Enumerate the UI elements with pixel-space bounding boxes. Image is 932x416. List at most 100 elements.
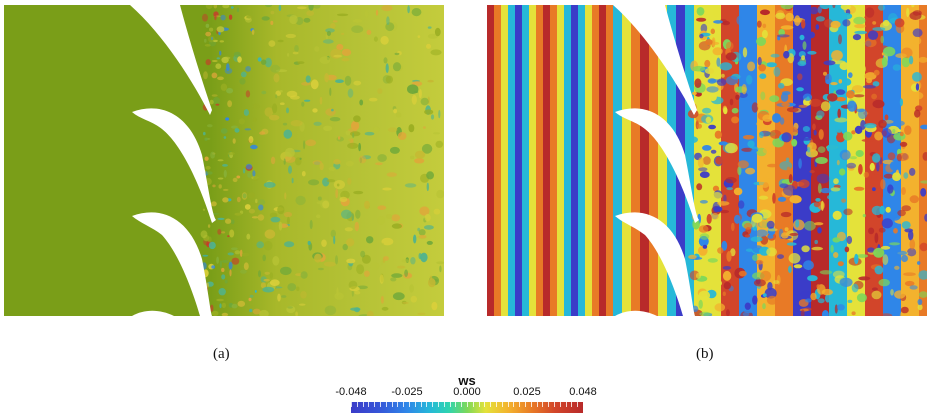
turbulence-blob — [330, 229, 336, 238]
turbulence-blob — [427, 33, 438, 39]
turbulence-blob — [375, 9, 379, 16]
turbulence-blob — [731, 222, 735, 232]
turbulence-blob — [909, 195, 919, 204]
turbulence-blob — [317, 196, 322, 201]
turbulence-blob — [426, 182, 429, 192]
colorbar-minor-tick — [432, 402, 434, 407]
turbulence-blob — [323, 125, 333, 131]
turbulence-blob — [766, 247, 777, 257]
turbulence-blob — [205, 165, 211, 170]
turbulence-blob — [738, 200, 745, 209]
colorbar-minor-tick — [484, 402, 486, 407]
turbulence-blob — [900, 306, 909, 314]
turbulence-blob — [888, 213, 901, 221]
turbulence-blob — [834, 117, 848, 123]
turbulence-blob — [262, 286, 275, 293]
turbulence-blob — [366, 310, 374, 316]
turbulence-blob — [799, 34, 805, 41]
turbulence-blob — [278, 221, 283, 231]
turbulence-blob — [815, 16, 825, 22]
turbulence-blob — [767, 163, 778, 168]
turbulence-blob — [291, 177, 294, 184]
turbulence-blob — [404, 269, 408, 277]
colorbar-minor-tick — [542, 402, 544, 407]
turbulence-blob — [265, 5, 273, 8]
turbulence-blob — [211, 72, 218, 79]
turbulence-blob — [696, 17, 707, 22]
turbulence-blob — [712, 7, 721, 18]
turbulence-blob — [755, 259, 764, 265]
turbulence-blob — [715, 156, 724, 165]
turbulence-blob — [232, 177, 238, 183]
turbulence-blob — [799, 308, 809, 312]
turbulence-blob — [697, 157, 704, 169]
turbulence-blob — [880, 313, 893, 316]
turbulence-blob — [838, 79, 843, 84]
turbulence-blob — [871, 93, 877, 100]
turbulence-blob — [220, 83, 228, 91]
turbulence-blob — [362, 155, 371, 160]
turbulence-blob — [889, 161, 900, 171]
turbulence-blob — [909, 167, 916, 176]
turbulence-blob — [887, 184, 894, 194]
turbulence-blob — [413, 234, 417, 244]
turbulence-blob — [901, 187, 906, 195]
wave-stripe — [631, 5, 641, 316]
turbulence-blob — [826, 143, 838, 153]
turbulence-blob — [319, 96, 323, 105]
turbulence-blob — [323, 261, 336, 267]
turbulence-blob — [836, 132, 846, 143]
turbulence-blob — [785, 157, 790, 163]
turbulence-blob — [837, 108, 841, 119]
turbulence-blob — [325, 28, 335, 33]
turbulence-blob — [894, 290, 906, 299]
colorbar-minor-tick — [559, 402, 561, 407]
turbulence-blob — [245, 66, 252, 72]
turbulence-blob — [888, 28, 897, 36]
turbulence-blob — [700, 78, 708, 83]
turbulence-blob — [223, 169, 227, 178]
turbulence-blob — [721, 240, 728, 251]
turbulence-blob — [436, 189, 444, 199]
turbulence-blob — [298, 303, 306, 306]
turbulence-blob — [814, 222, 824, 226]
turbulence-blob — [381, 237, 394, 246]
turbulence-blob — [734, 214, 741, 224]
turbulence-blob — [853, 16, 866, 25]
turbulence-blob — [336, 183, 340, 187]
turbulence-blob — [392, 292, 405, 301]
turbulence-blob — [835, 97, 846, 102]
turbulence-blob — [695, 272, 702, 279]
turbulence-blob — [869, 162, 875, 172]
turbulence-blob — [834, 304, 838, 314]
turbulence-blob — [757, 101, 770, 110]
turbulence-blob — [305, 139, 317, 147]
turbulence-blob — [745, 248, 754, 252]
turbulence-blob — [258, 204, 264, 211]
turbulence-blob — [766, 220, 775, 229]
turbulence-blob — [364, 10, 369, 18]
turbulence-blob — [259, 131, 266, 135]
turbulence-blob — [357, 285, 368, 290]
turbulence-blob — [833, 178, 839, 185]
turbulence-blob — [800, 290, 811, 298]
turbulence-blob — [885, 206, 891, 213]
turbulence-blob — [758, 177, 771, 188]
turbulence-blob — [352, 19, 363, 23]
turbulence-blob — [912, 36, 922, 45]
colorbar-tick-label: 0.000 — [453, 386, 481, 398]
turbulence-blob — [212, 184, 216, 188]
turbulence-blob — [379, 274, 384, 284]
wave-stripe — [550, 5, 558, 316]
turbulence-blob — [438, 109, 441, 119]
turbulence-blob — [226, 87, 234, 94]
turbulence-blob — [386, 172, 397, 177]
turbulence-blob — [228, 14, 233, 20]
blade-shape — [615, 108, 699, 223]
turbulence-blob — [917, 298, 923, 306]
turbulence-blob — [401, 259, 411, 263]
turbulence-blob — [731, 116, 740, 124]
turbulence-blob — [777, 254, 784, 259]
turbulence-blob — [322, 39, 334, 44]
turbulence-blob — [258, 199, 266, 206]
